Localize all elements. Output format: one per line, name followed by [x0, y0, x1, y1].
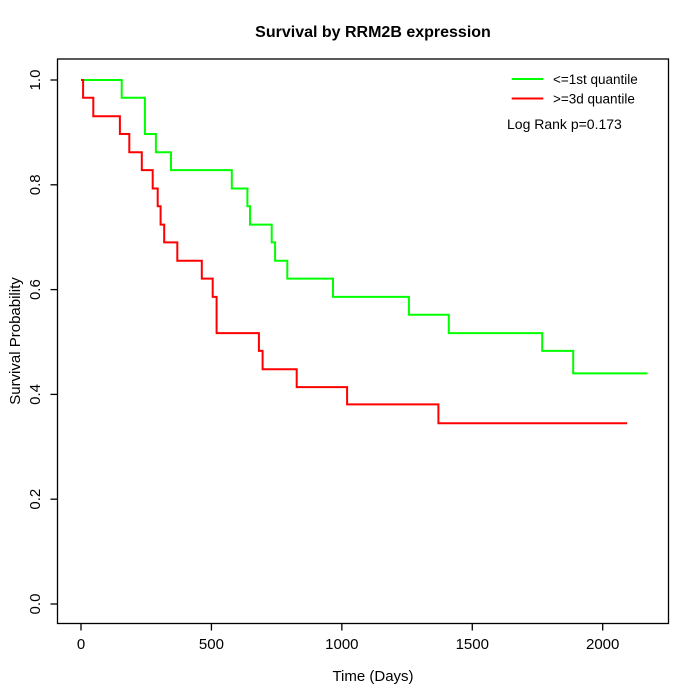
y-tick-label: 0.8: [27, 174, 44, 195]
y-tick-label: 1.0: [27, 70, 44, 91]
legend-label-third-quantile: >=3d quantile: [553, 92, 635, 107]
x-tick-label: 0: [77, 636, 85, 653]
x-axis-ticks: 0 500 1000 1500 2000: [77, 623, 619, 653]
x-tick-label: 2000: [586, 636, 619, 653]
log-rank-annotation: Log Rank p=0.173: [507, 116, 622, 132]
y-tick-label: 0.6: [27, 279, 44, 300]
y-tick-label: 0.4: [27, 384, 44, 405]
y-axis-ticks: 0.0 0.2 0.4 0.6 0.8 1.0: [27, 70, 58, 615]
legend: <=1st quantile >=3d quantile Log Rank p=…: [507, 72, 638, 132]
survival-curve-first-quantile: [81, 79, 648, 375]
survival-curve-third-quantile: [81, 79, 628, 425]
y-tick-label: 0.0: [27, 594, 44, 615]
x-tick-label: 500: [199, 636, 224, 653]
x-tick-label: 1500: [456, 636, 489, 653]
survival-curves: [81, 79, 648, 425]
plot-area-border: [56, 58, 670, 625]
legend-label-first-quantile: <=1st quantile: [553, 72, 638, 87]
chart-title: Survival by RRM2B expression: [255, 24, 491, 41]
y-axis-label: Survival Probability: [7, 277, 24, 405]
y-tick-label: 0.2: [27, 489, 44, 510]
x-tick-label: 1000: [325, 636, 358, 653]
x-axis-label: Time (Days): [332, 668, 413, 685]
